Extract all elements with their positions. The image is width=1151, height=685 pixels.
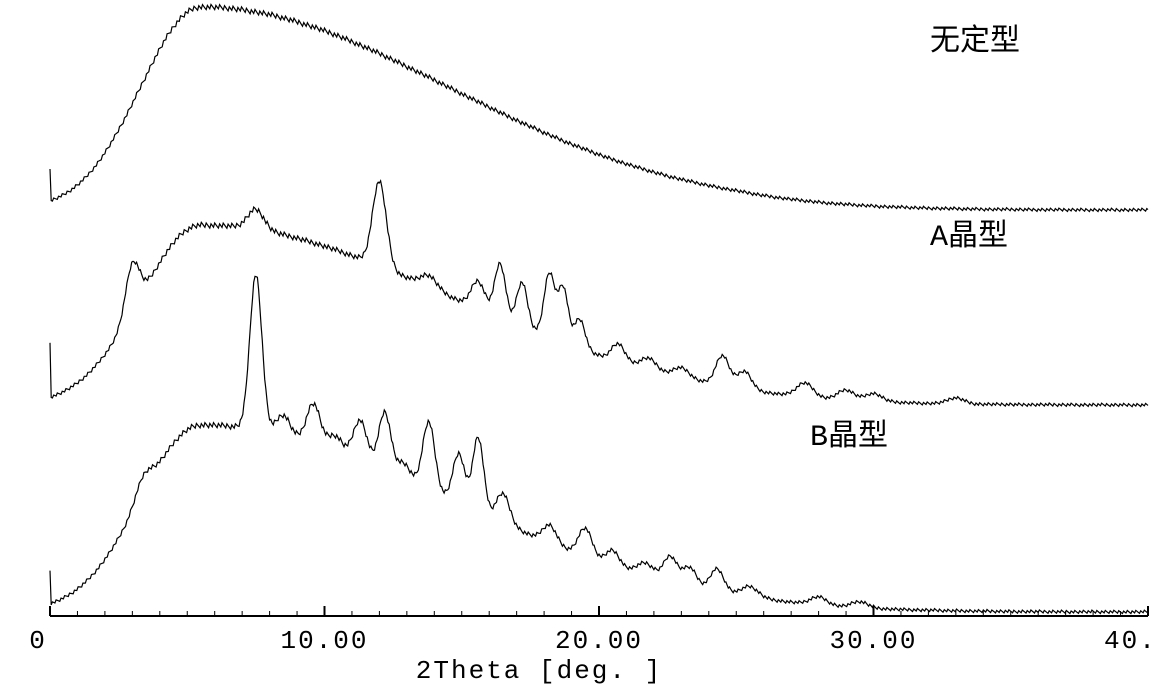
x-axis: 0 10.00 20.00 30.00 40.00 2Theta [deg. ] <box>29 606 1151 685</box>
x-tick-label-3: 30.00 <box>829 626 917 656</box>
x-axis-title: 2Theta [deg. ] <box>416 656 662 685</box>
curve-crystal_b <box>50 276 1148 613</box>
x-tick-label-4: 40.00 <box>1104 626 1151 656</box>
label-crystal-b: B晶型 <box>810 419 888 455</box>
label-crystal-a: A晶型 <box>930 219 1008 255</box>
x-tick-label-0: 0 <box>29 626 47 656</box>
x-tick-label-1: 10.00 <box>280 626 368 656</box>
label-amorphous: 无定型 <box>930 24 1020 60</box>
x-tick-label-2: 20.00 <box>555 626 643 656</box>
x-ticks <box>50 606 1148 616</box>
x-tick-labels: 0 10.00 20.00 30.00 40.00 <box>29 626 1151 656</box>
curve-crystal_a <box>50 181 1148 407</box>
xrd-chart: 无定型 A晶型 B晶型 0 10.00 20.00 30.00 40.00 2T… <box>0 0 1151 685</box>
plot-area: 无定型 A晶型 B晶型 <box>50 5 1148 614</box>
